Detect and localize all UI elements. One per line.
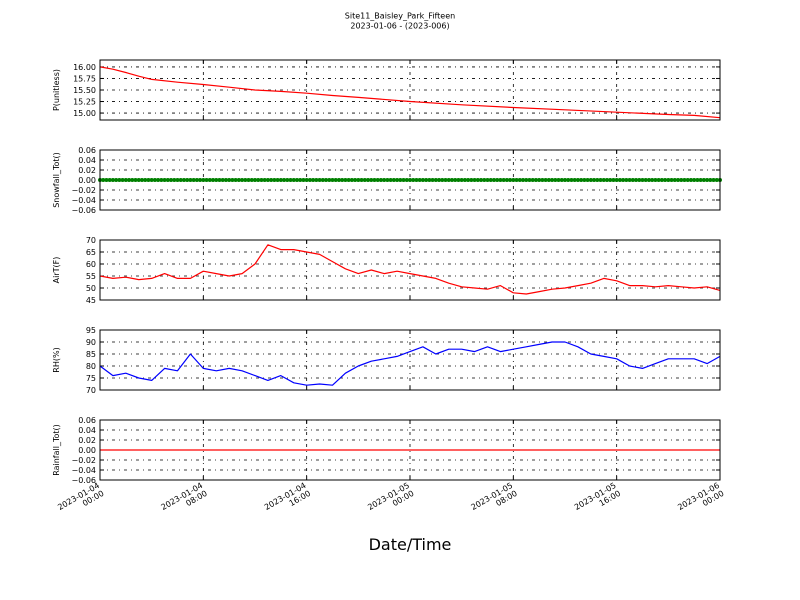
y-tick-label: 90: [86, 338, 96, 347]
x-tick-label: 2023-01-0500:00: [366, 481, 415, 520]
y-tick-label: −0.04: [71, 196, 96, 205]
x-tick-label: 2023-01-0400:00: [56, 481, 105, 520]
chart-panel-4: 70 75 80 85 90 95 RH(%): [52, 326, 720, 395]
y-tick-label: 0.04: [78, 156, 96, 165]
y-tick-label: 70: [86, 386, 96, 395]
y-axis-label: Rainfall_Tot(): [52, 424, 61, 476]
y-tick-label: 15.50: [73, 86, 96, 95]
y-tick-label: 95: [86, 326, 96, 335]
x-tick-label: 2023-01-0508:00: [470, 481, 519, 520]
y-tick-label: 15.00: [73, 109, 96, 118]
chart-panels: 15.00 15.25 15.50 15.75 16.00 P(unitless) −0.0…: [52, 60, 722, 485]
snowfall-points: [98, 178, 722, 182]
y-tick-label: 75: [86, 374, 96, 383]
chart-panel-2: −0.06−0.04−0.020.000.020.040.06 Snowfall_…: [52, 146, 722, 215]
y-tick-label: 50: [86, 284, 96, 293]
chart-panel-3: 45 50 55 60 65 70 AirT(F): [52, 236, 720, 305]
y-tick-label: 15.75: [73, 74, 96, 83]
y-axis-label: RH(%): [52, 347, 61, 372]
y-tick-label: 85: [86, 350, 96, 359]
x-tick-label: 2023-01-0416:00: [263, 481, 312, 520]
y-tick-label: 65: [86, 248, 96, 257]
y-tick-label: 0.04: [78, 426, 96, 435]
chart-panel-5: −0.06−0.04−0.020.000.020.040.06Rainfall_…: [52, 416, 720, 485]
x-tick-label: 2023-01-0408:00: [160, 481, 209, 520]
y-tick-label: 80: [86, 362, 96, 371]
y-tick-label: 55: [86, 272, 96, 281]
y-tick-label: 16.00: [73, 63, 96, 72]
y-tick-label: −0.06: [71, 206, 96, 215]
x-axis-tick-labels: 2023-01-0400:00 2023-01-0408:00 2023-01-04…: [56, 481, 725, 520]
y-tick-label: 0.06: [78, 416, 96, 425]
figure-title: Site11_Baisley_Park_Fifteen: [345, 12, 455, 21]
y-tick-label: −0.02: [71, 456, 96, 465]
y-axis-label: P(unitless): [52, 69, 61, 111]
y-tick-label: 15.25: [73, 98, 96, 107]
y-tick-label: 0.02: [78, 166, 96, 175]
y-tick-label: 0.00: [78, 176, 96, 185]
chart-panel-1: 15.00 15.25 15.50 15.75 16.00 P(unitless): [52, 60, 720, 120]
x-axis-label: Date/Time: [369, 535, 452, 554]
y-tick-label: 0.02: [78, 436, 96, 445]
y-axis-label: AirT(F): [52, 257, 61, 284]
y-tick-label: 45: [86, 296, 96, 305]
y-tick-label: 0.00: [78, 446, 96, 455]
x-tick-label: 2023-01-0600:00: [676, 481, 725, 520]
y-axis-label: Snowfall_Tot(): [52, 152, 61, 208]
y-tick-label: 60: [86, 260, 96, 269]
y-tick-label: 0.06: [78, 146, 96, 155]
x-tick-label: 2023-01-0516:00: [573, 481, 622, 520]
y-tick-label: 70: [86, 236, 96, 245]
y-tick-label: −0.04: [71, 466, 96, 475]
y-tick-label: −0.02: [71, 186, 96, 195]
figure-subtitle: 2023-01-06 - (2023-006): [350, 22, 449, 31]
